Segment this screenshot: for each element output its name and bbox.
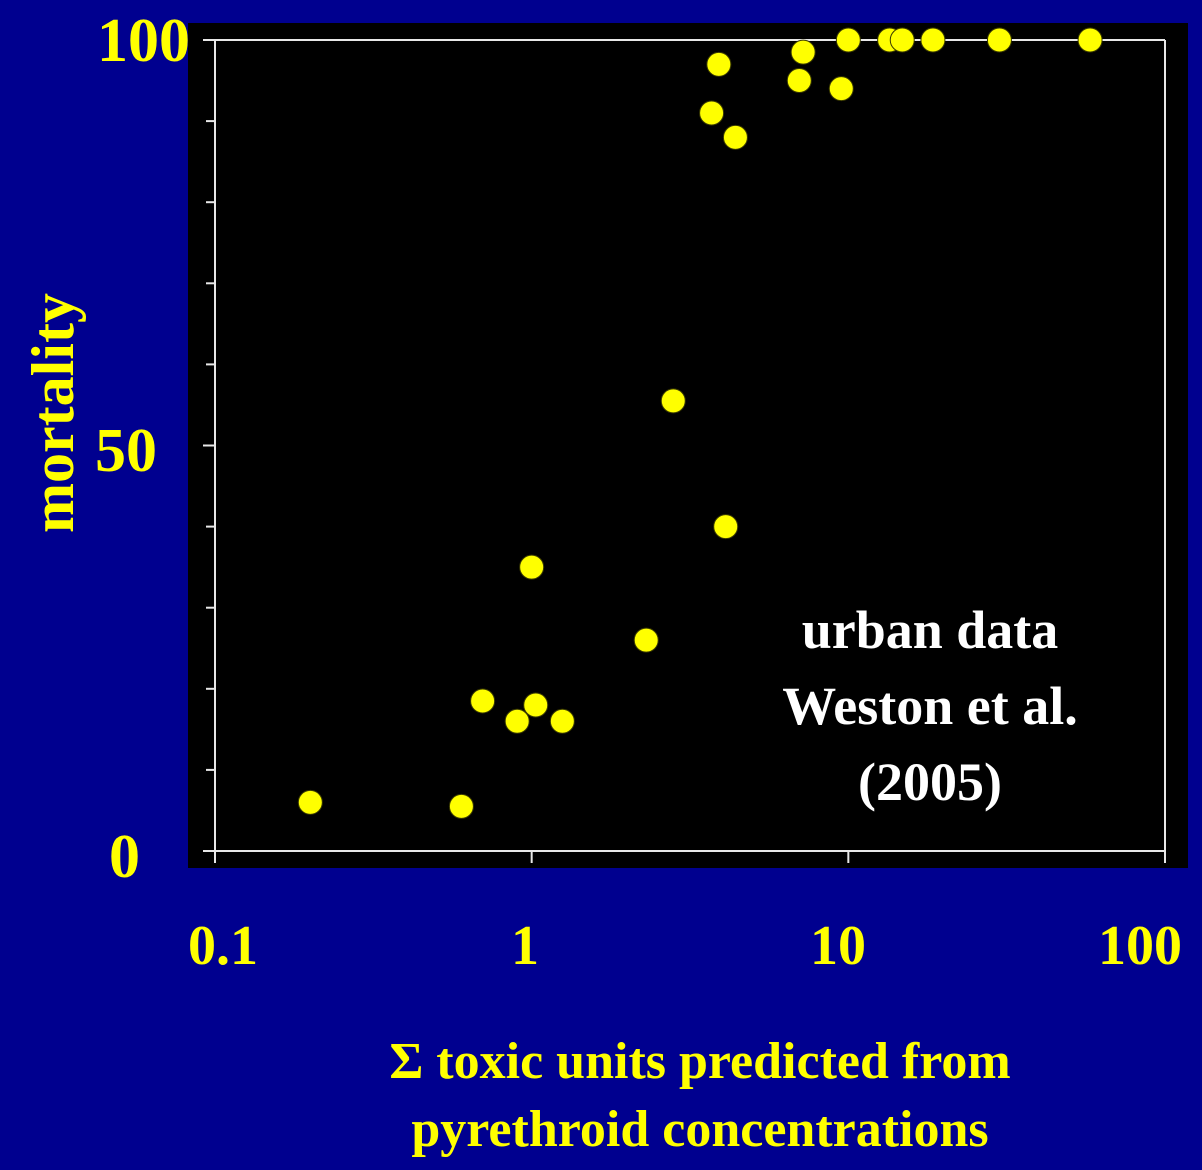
y-tick-label-50: 50 (95, 417, 157, 485)
data-point-7 (549, 708, 575, 734)
x-axis-title: Σ toxic units predicted from pyrethroid … (300, 1028, 1100, 1164)
data-point-6 (523, 692, 549, 718)
data-point-15 (790, 39, 816, 65)
data-point-1 (297, 789, 323, 815)
y-tick-label-100: 100 (97, 7, 190, 75)
data-point-21 (986, 27, 1012, 53)
y-axis-title: mortality (20, 293, 86, 533)
x-tick-label-100: 100 (1098, 915, 1182, 977)
data-point-12 (713, 514, 739, 540)
plot-area (188, 23, 1188, 868)
x-axis-title-line-1: Σ toxic units predicted from (389, 1033, 1011, 1090)
annotation-line-3: (2005) (858, 752, 1002, 812)
y-tick-label-0: 0 (109, 823, 140, 891)
data-point-10 (699, 100, 725, 126)
data-point-5 (519, 554, 545, 580)
x-tick-label-1: 1 (511, 915, 539, 977)
x-tick-label-10: 10 (810, 915, 866, 977)
chart-annotation: urban data Weston et al. (2005) (720, 592, 1140, 820)
data-point-17 (835, 27, 861, 53)
annotation-line-1: urban data (801, 600, 1059, 660)
x-axis-title-line-2: pyrethroid concentrations (411, 1101, 989, 1158)
data-point-22 (1077, 27, 1103, 53)
annotation-line-2: Weston et al. (782, 676, 1078, 736)
data-point-19 (889, 27, 915, 53)
data-point-14 (786, 68, 812, 94)
data-point-20 (920, 27, 946, 53)
x-tick-label-0.1: 0.1 (188, 915, 258, 977)
data-point-3 (470, 688, 496, 714)
data-point-9 (660, 388, 686, 414)
data-point-13 (722, 124, 748, 150)
data-point-2 (448, 793, 474, 819)
data-point-4 (504, 708, 530, 734)
data-point-11 (706, 51, 732, 77)
data-point-16 (828, 76, 854, 102)
data-point-8 (633, 627, 659, 653)
